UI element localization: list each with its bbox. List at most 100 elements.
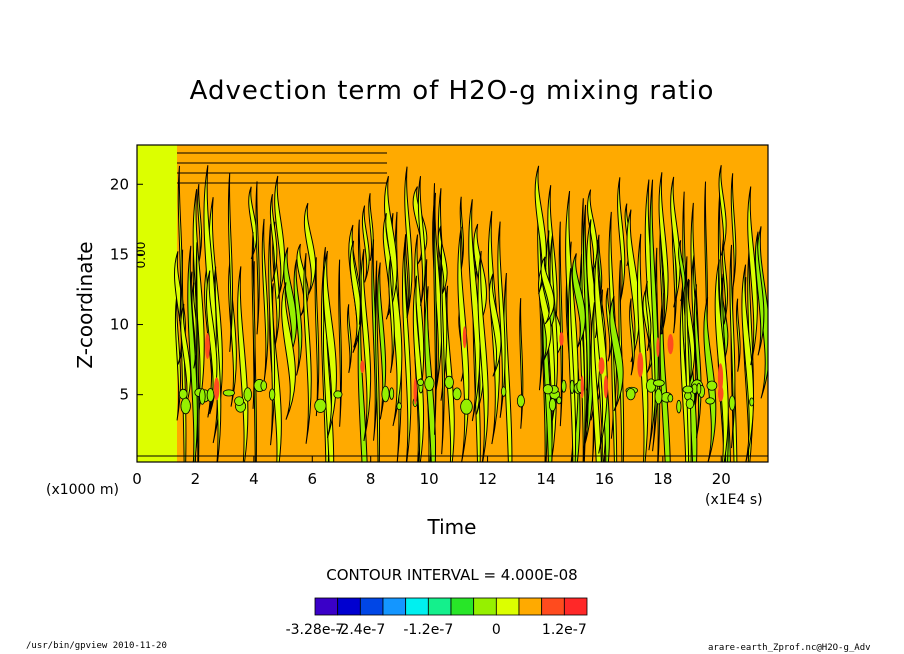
contour-cell (243, 387, 252, 402)
colorbar-swatch (495, 597, 520, 616)
contour-cell (569, 379, 575, 394)
contour-streak (477, 250, 489, 462)
contour-streak (538, 265, 552, 364)
contour-streak (375, 260, 381, 462)
contour-streak (274, 175, 285, 299)
contour-streak (314, 257, 320, 417)
contour-streak (645, 280, 652, 351)
contour-streak (468, 199, 481, 422)
colorbar-swatch (359, 597, 384, 616)
colorbar-tick-label: 1.2e-7 (542, 622, 587, 638)
contour-streak (590, 302, 602, 462)
x-tick-label: 2 (191, 470, 201, 488)
contour-streak (424, 286, 437, 462)
contour-streak (497, 221, 506, 418)
contour-streak (658, 172, 669, 335)
y-tick-label: 5 (119, 386, 129, 404)
contour-cell (548, 398, 557, 412)
colorbar-swatch (473, 597, 497, 616)
contour-cell (222, 389, 236, 397)
contour-peak (598, 357, 605, 375)
contour-cell (706, 380, 718, 391)
y-axis-label: Z-coordinate (73, 241, 97, 369)
contour-streak (281, 282, 296, 420)
contour-peak (656, 337, 660, 358)
contour-peak (360, 360, 365, 373)
contour-cell (676, 399, 682, 414)
contour-cell (178, 388, 188, 400)
plot-frame (136, 144, 769, 463)
colorbar-swatch (427, 597, 452, 616)
contour-cell (424, 376, 435, 392)
contour-streak (629, 298, 635, 376)
contour-streak (255, 181, 260, 335)
contour-peak (717, 385, 724, 402)
contour-cell (268, 388, 276, 401)
contour-streak (684, 256, 692, 462)
contour-streak (741, 264, 754, 462)
contour-cell (381, 385, 390, 403)
contour-cell (749, 397, 755, 407)
colorbar-swatch (450, 597, 475, 616)
contour-streak (187, 245, 198, 462)
colorbar: -3.28e-7-2.4e-7 -1.2e-7 0 1.2e-7 (286, 597, 588, 638)
contour-streak (269, 194, 278, 282)
contour-cell (452, 387, 462, 401)
contour-peak (462, 326, 467, 349)
contour-cell (542, 384, 554, 395)
contour-label: 0.00 (134, 242, 148, 269)
x-tick-label: 20 (712, 470, 731, 488)
contour-streak (360, 248, 372, 442)
contour-cell (444, 375, 454, 389)
contour-cell (625, 388, 636, 401)
contour-streak (388, 256, 395, 373)
colorbar-swatch (518, 597, 543, 616)
contour-streak (205, 270, 218, 415)
contour-cell (396, 402, 402, 411)
contour-cell (652, 379, 665, 387)
contour-streak (361, 205, 370, 283)
x-axis-ticks: 0 2 4 6 8 10 12 14 16 18 20 (132, 456, 731, 488)
contour-cell (501, 386, 507, 397)
contour-streak (730, 173, 737, 290)
contour-streak (303, 202, 316, 296)
contour-cell (417, 378, 424, 386)
contour-streak (637, 233, 649, 462)
contour-streak (303, 253, 312, 444)
contour-cell (516, 394, 525, 408)
colorbar-tick-label: 0 (492, 622, 501, 638)
contour-streak (322, 250, 337, 438)
contour-cell (234, 396, 245, 406)
contour-cell (667, 393, 674, 403)
contour-streak (195, 242, 200, 462)
x-tick-label: 6 (308, 470, 318, 488)
contour-cell (685, 398, 695, 409)
contour-streak (412, 275, 425, 462)
x-tick-label: 18 (653, 470, 672, 488)
x-tick-label: 4 (249, 470, 259, 488)
contour-peak (637, 352, 644, 378)
contour-streak (626, 209, 641, 363)
contour-cell (389, 387, 395, 400)
contour-streak (357, 302, 368, 462)
x-axis-unit: (x1E4 s) (705, 492, 763, 508)
contour-streak (248, 186, 258, 260)
x-tick-label: 14 (536, 470, 555, 488)
contour-peak (717, 363, 724, 392)
contour-streak (693, 284, 702, 439)
contour-streak (404, 166, 413, 319)
colorbar-swatch (337, 597, 361, 616)
contour-cell (728, 395, 736, 411)
contour-streak (678, 240, 686, 302)
x-tick-label: 16 (595, 470, 614, 488)
contour-streak (402, 240, 412, 462)
x-tick-label: 10 (420, 470, 439, 488)
contour-streak (736, 298, 741, 372)
contour-streak (417, 176, 426, 307)
y-tick-label: 20 (110, 175, 129, 193)
contour-peak (667, 334, 674, 355)
colorbar-tick-label: -2.4e-7 (335, 622, 385, 638)
contour-streak (251, 231, 256, 409)
colorbar-tick-label: -1.2e-7 (403, 622, 453, 638)
contour-field: 0.00 (134, 145, 768, 462)
